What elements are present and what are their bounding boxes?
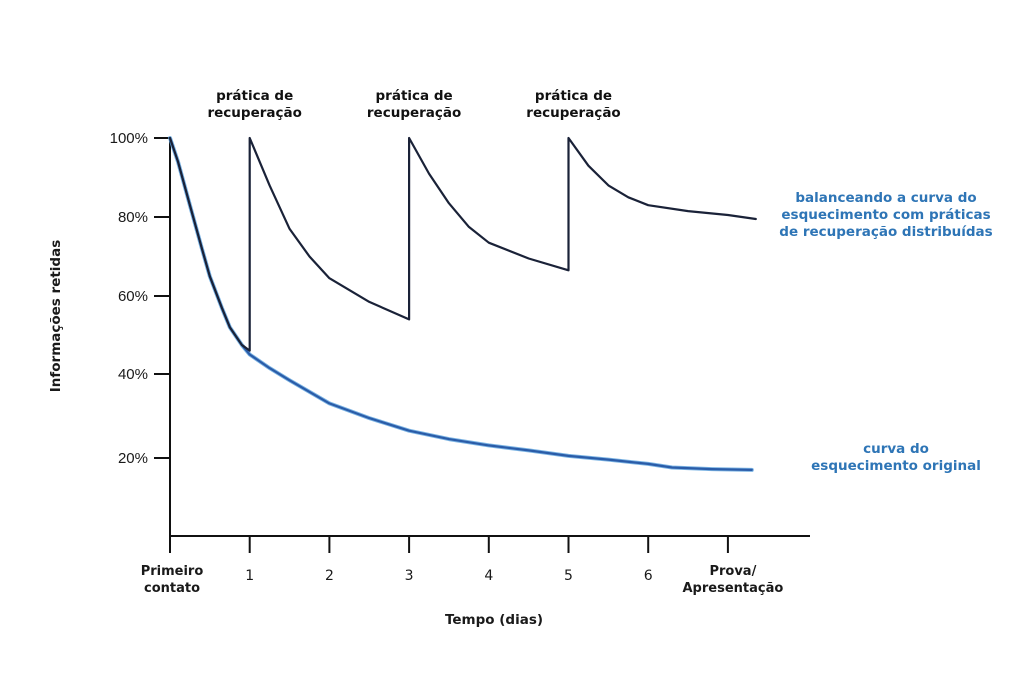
x-tick-label-line: 6 [644,568,653,584]
x-tick-label-line: Prova/ [709,564,756,579]
x-tick-label-line: Apresentação [682,581,783,596]
x-ticks: Primeiro contato 1 2 3 4 5 6 Prova/Apresentação [141,536,783,596]
series-label-line: esquecimento com práticas [781,207,990,223]
retrieval-practice-annotation: prática de recuperação [207,88,301,121]
x-tick-label-line: Primeiro [141,564,204,579]
axes [169,138,810,548]
x-tick-label-line: 1 [245,568,254,584]
x-tick-label-line: 5 [564,568,573,584]
annotation-line: prática de [535,88,612,104]
series-label-line: balanceando a curva do [795,190,976,206]
x-tick-label: 3 [405,568,414,584]
y-tick-label: 100% [110,130,148,147]
x-tick-label-line: 3 [405,568,414,584]
y-axis-title: Informações retidas [48,240,64,393]
x-tick-label-line: 2 [325,568,334,584]
x-tick-label: Primeiro contato [141,564,204,596]
x-tick-label: 1 [245,568,254,584]
series-layer [168,136,757,472]
original-curve-halo [168,136,754,472]
y-ticks: 20% 40% 60% 80% 100% [110,130,170,467]
original-curve-label: curva do esquecimento original [811,441,981,474]
retrieval-practice-annotation: prática de recuperação [526,88,620,121]
series-label-line: esquecimento original [811,458,981,474]
x-axis-title: Tempo (dias) [445,612,543,628]
x-tick-label: 6 [644,568,653,584]
x-tick-label: 2 [325,568,334,584]
y-tick-label: 60% [118,288,148,305]
x-tick-label: Prova/Apresentação [682,564,783,596]
original-forgetting-curve [168,136,753,471]
retrieval-practice-curve [168,136,757,352]
retrieval-curve-label: balanceando a curva do esquecimento com p… [779,190,992,240]
annotation-line: prática de [376,88,453,104]
annotation-line: recuperação [207,105,301,121]
y-tick-label: 20% [118,450,148,467]
x-tick-label: 4 [484,568,493,584]
x-tick-label-line: contato [144,581,200,596]
series-label-line: curva do [863,441,929,457]
annotation-line: prática de [216,88,293,104]
x-tick-label: 5 [564,568,573,584]
y-tick-label: 80% [118,209,148,226]
annotation-line: recuperação [526,105,620,121]
annotation-line: recuperação [367,105,461,121]
y-tick-label: 40% [118,366,148,383]
retrieval-practice-annotation: prática de recuperação [367,88,461,121]
series-label-line: de recuperação distribuídas [779,224,992,240]
x-tick-label-line: 4 [484,568,493,584]
series-labels: curva do esquecimento original balanceando… [779,190,992,474]
